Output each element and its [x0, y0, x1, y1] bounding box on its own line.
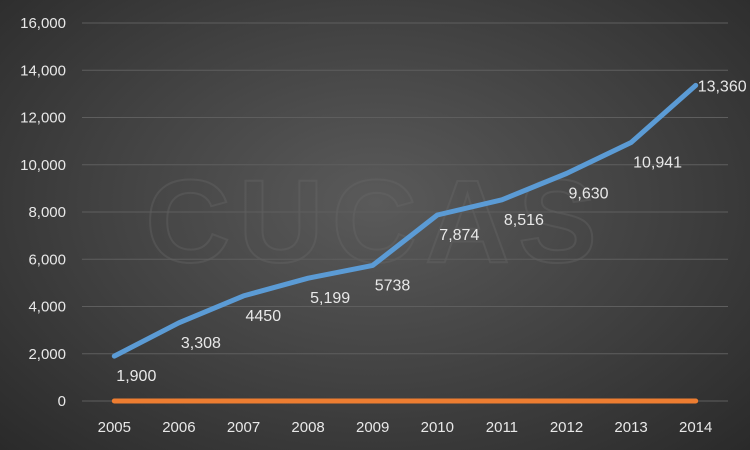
x-tick-label: 2013	[614, 419, 647, 436]
data-label: 13,360	[698, 78, 747, 95]
x-axis-tick-labels: 2005 2006 2007 2008 2009 2010 2011 2012 2013 2014	[98, 419, 713, 436]
y-tick-label: 10,000	[20, 157, 66, 174]
x-tick-label: 2008	[291, 419, 324, 436]
x-tick-label: 2009	[356, 419, 389, 436]
y-tick-label: 8,000	[28, 204, 66, 221]
data-label: 4450	[246, 308, 282, 325]
y-tick-label: 14,000	[20, 62, 66, 79]
data-label: 1,900	[116, 368, 156, 385]
y-tick-label: 6,000	[28, 251, 66, 268]
x-tick-label: 2010	[421, 419, 454, 436]
y-axis-tick-labels: 0 2,000 4,000 6,000 8,000 10,000 12,000 14,000 1…	[20, 15, 66, 410]
x-tick-label: 2014	[679, 419, 712, 436]
x-tick-label: 2012	[550, 419, 583, 436]
data-label: 7,874	[439, 227, 479, 244]
x-tick-label: 2007	[227, 419, 260, 436]
data-label: 3,308	[181, 335, 221, 352]
data-label: 8,516	[504, 212, 544, 229]
data-label: 10,941	[633, 155, 682, 172]
y-tick-label: 2,000	[28, 346, 66, 363]
x-tick-label: 2006	[162, 419, 195, 436]
y-tick-label: 16,000	[20, 15, 66, 32]
data-label: 9,630	[569, 185, 609, 202]
y-tick-label: 0	[58, 393, 66, 410]
y-tick-label: 12,000	[20, 110, 66, 127]
x-tick-label: 2011	[486, 419, 518, 436]
y-tick-label: 4,000	[28, 299, 66, 316]
data-labels: 1,900 3,308 4450 5,199 5738 7,874 8,516 9,630 10…	[116, 78, 746, 385]
series-line-1	[111, 82, 699, 359]
series-lines	[111, 82, 699, 404]
data-label: 5,199	[310, 290, 350, 307]
x-tick-label: 2005	[98, 419, 131, 436]
data-label: 5738	[375, 277, 411, 294]
gridlines	[82, 22, 728, 402]
